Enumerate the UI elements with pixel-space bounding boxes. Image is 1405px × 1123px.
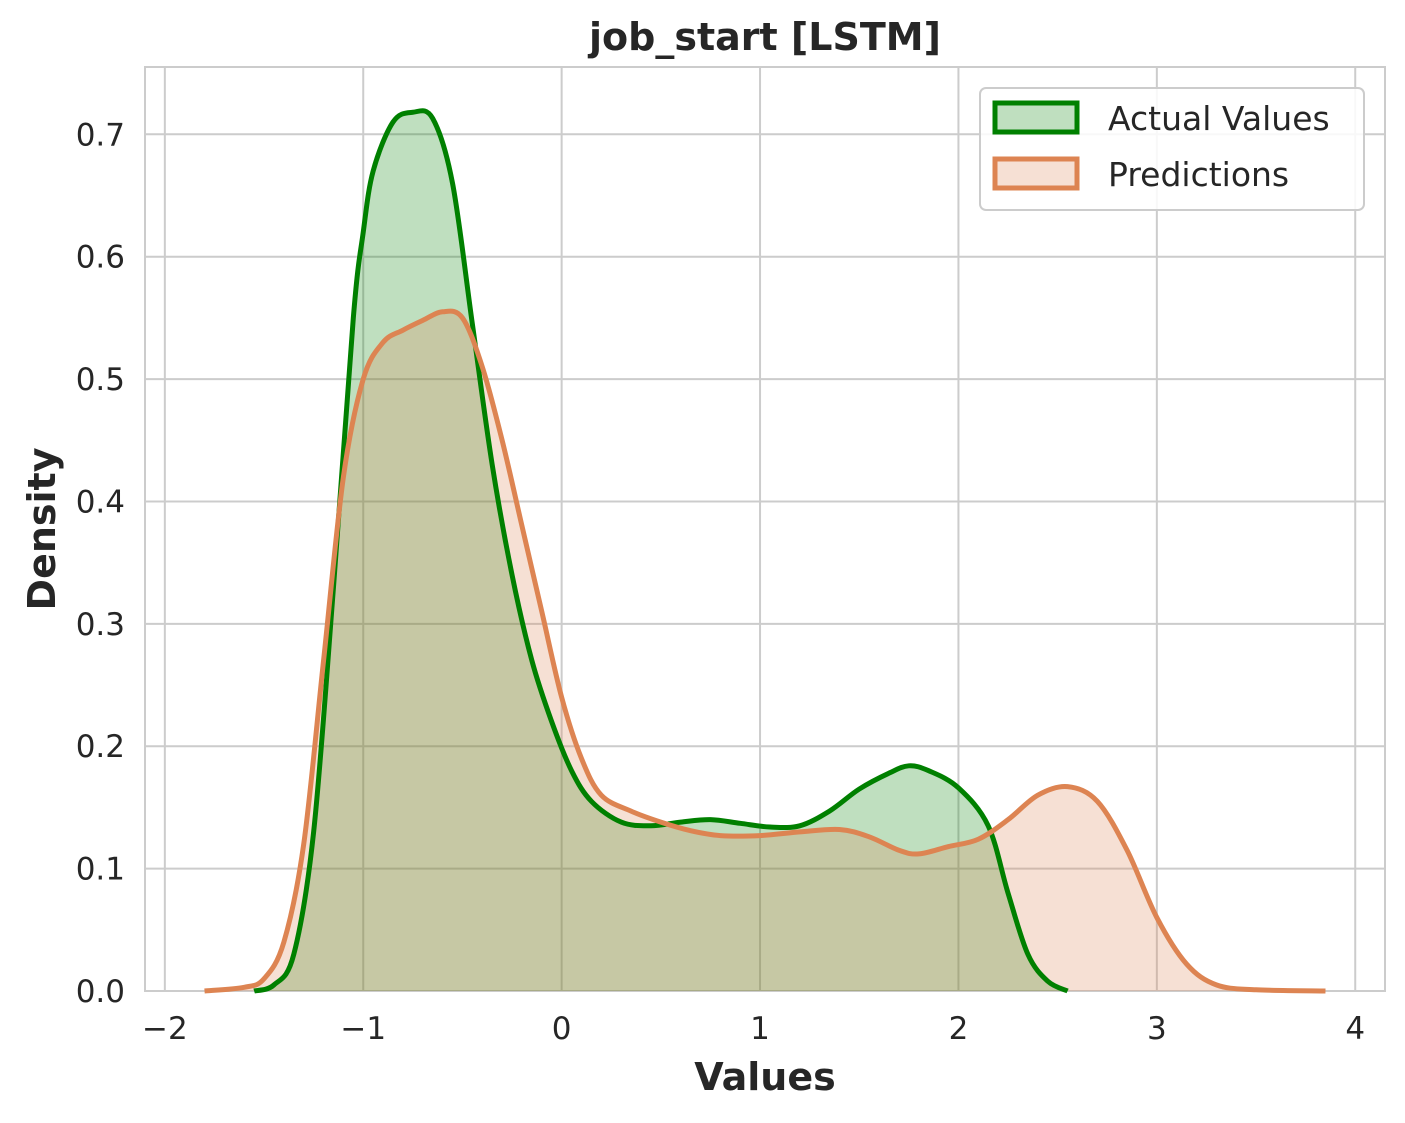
legend-label: Actual Values: [1108, 99, 1330, 138]
legend-label: Predictions: [1108, 155, 1289, 194]
x-tick-label: 4: [1345, 1011, 1365, 1047]
x-tick-label: 3: [1147, 1011, 1167, 1047]
y-tick-label: 0.7: [76, 117, 125, 153]
legend-item-actual-values: Actual Values: [992, 99, 1330, 138]
legend-item-predictions: Predictions: [992, 155, 1289, 194]
y-tick-label: 0.4: [76, 484, 125, 520]
x-tick-labels: −2 −1 0 1 2 3 4: [142, 1011, 1365, 1047]
grid-lines: [145, 67, 1385, 992]
y-tick-label: 0.1: [76, 852, 125, 888]
legend-swatch: [992, 156, 1080, 191]
actual-values-density-line: [253, 108, 1069, 994]
legend: Actual Values Predictions: [979, 87, 1365, 211]
y-tick-label: 0.3: [76, 607, 125, 643]
y-tick-label: 0.0: [76, 974, 125, 1010]
density-series: [204, 108, 1326, 994]
y-axis-title: Density: [20, 447, 64, 610]
predictions-density-fill: [204, 311, 1326, 991]
x-tick-label: −2: [142, 1011, 188, 1047]
series-fills: [204, 110, 1326, 991]
predictions-density-line: [204, 308, 1326, 994]
y-tick-labels: 0.0 0.1 0.2 0.3 0.4 0.5 0.6 0.7: [76, 117, 125, 1010]
actual-values-density-fill: [254, 110, 1068, 991]
x-axis-title: Values: [694, 1055, 835, 1099]
chart-title: job_start [LSTM]: [587, 15, 941, 59]
x-tick-label: −1: [340, 1011, 386, 1047]
series-lines: [204, 108, 1326, 994]
x-tick-label: 0: [552, 1011, 572, 1047]
y-tick-label: 0.5: [76, 362, 125, 398]
y-tick-label: 0.6: [76, 240, 125, 276]
legend-swatch: [992, 100, 1080, 135]
x-tick-label: 1: [750, 1011, 770, 1047]
x-tick-label: 2: [949, 1011, 969, 1047]
y-tick-label: 0.2: [76, 729, 125, 765]
